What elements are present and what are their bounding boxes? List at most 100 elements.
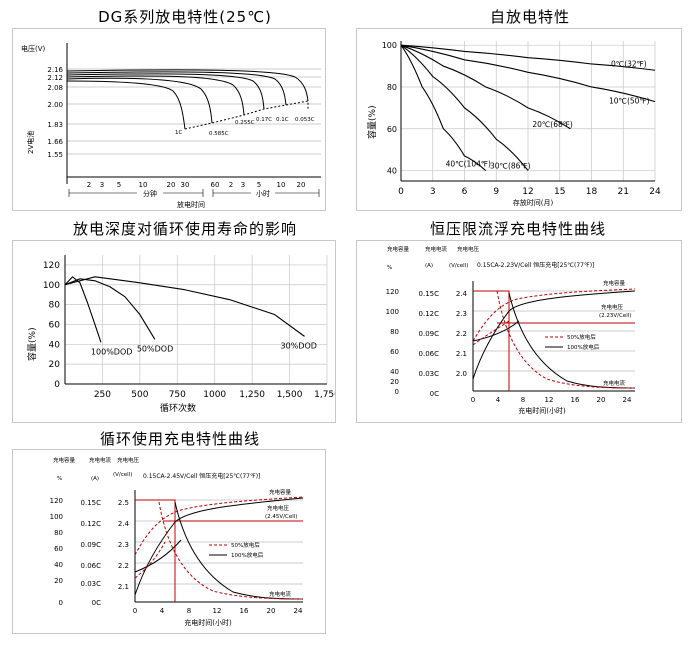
discharge-y-unit: 电压(V) <box>21 44 46 53</box>
discharge-y-label: 2V电池 <box>26 131 35 154</box>
cycle-y2-tick: 0.06C <box>81 562 102 570</box>
float-col-header: 充电电压 <box>457 245 480 253</box>
cycle-life-y-tick: 80 <box>49 301 61 311</box>
float-charge-title: 恒压限流浮充电特性曲线 <box>429 220 606 238</box>
discharge-cutoff-line <box>184 100 309 130</box>
discharge-y-tick: 2.16 <box>47 66 63 74</box>
cycle-life-x-tick: 1,500 <box>277 390 303 400</box>
cycle-legend-item: 50%放电后 <box>231 541 260 549</box>
self-discharge-y-tick: 100 <box>382 41 397 50</box>
self-discharge-y-tick: 60 <box>387 125 397 134</box>
self-discharge-x-tick: 0 <box>398 187 404 197</box>
float-charge-panel: 充电容量 充电电流 充电电压 % (A) (V/cell) 0.15CA-2.2… <box>356 240 682 423</box>
discharge-x-tick: 3 <box>241 181 245 189</box>
float-x-tick: 12 <box>545 396 554 404</box>
cycle-x-label: 充电时间(小时) <box>184 618 232 627</box>
cycle-life-panel: 120 100 80 60 40 20 0 250 500 750 1000 1,250 1,500 1… <box>12 240 336 423</box>
float-y3-tick: 2.4 <box>456 290 468 298</box>
float-unit: % <box>387 265 392 271</box>
cycle-life-x-tick: 1,750 <box>314 390 335 400</box>
float-y2-tick: 0C <box>430 390 439 398</box>
float-y2-tick: 0.06C <box>419 350 440 358</box>
float-capacity-label: 充电容量 <box>603 279 626 287</box>
cycle-y2-tick: 0.15C <box>81 499 102 507</box>
cycle-unit: (V/cell) <box>113 472 132 478</box>
float-x-label: 充电时间(小时) <box>518 406 566 415</box>
cycle-x-tick: 24 <box>294 607 303 615</box>
float-x-tick: 24 <box>623 396 632 404</box>
float-col-header: 充电容量 <box>387 245 410 253</box>
cycle-current-label: 充电电流 <box>269 590 292 598</box>
discharge-curve-label: 0.053C <box>295 117 315 123</box>
cycle-life-series-line <box>64 278 156 340</box>
float-unit: (V/cell) <box>449 263 468 269</box>
discharge-x-tick: 2 <box>87 181 91 189</box>
cycle-life-series-line <box>64 276 305 337</box>
self-discharge-x-tick: 21 <box>618 187 629 197</box>
self-discharge-y-tick: 40 <box>387 167 397 176</box>
discharge-x-group-brackets <box>68 189 320 197</box>
discharge-y-tick: 2.12 <box>47 74 63 82</box>
discharge-x-tick: 3 <box>100 181 104 189</box>
float-current-label: 充电电流 <box>603 379 626 387</box>
cycle-y1-tick: 80 <box>54 529 63 537</box>
cycle-y2-tick: 0C <box>92 599 101 607</box>
discharge-x-tick: 2 <box>229 181 233 189</box>
float-y3-tick: 2.2 <box>456 330 467 338</box>
cycle-life-chart: 120 100 80 60 40 20 0 250 500 750 1000 1,250 1,500 1… <box>26 255 335 414</box>
float-voltage-label: 充电电压 <box>601 303 624 311</box>
discharge-curve-label: 0.1C <box>276 117 289 123</box>
cycle-current-100-curve <box>174 501 304 600</box>
float-charge-chart: 充电容量 充电电流 充电电压 % (A) (V/cell) 0.15CA-2.2… <box>386 245 636 415</box>
float-y3-tick: 2.0 <box>456 370 467 378</box>
discharge-y-tick: 2.08 <box>47 84 63 92</box>
self-discharge-y-tick: 80 <box>387 83 397 92</box>
self-discharge-x-tick: 3 <box>430 187 436 197</box>
cycle-life-y-label: 容量(%) <box>26 327 38 361</box>
self-discharge-series-label: 30℃(86℉) <box>490 162 531 171</box>
cycle-y3-tick: 2.1 <box>118 583 129 591</box>
cycle-life-x-tick: 1000 <box>203 390 226 400</box>
discharge-x-tick: 10 <box>277 181 286 189</box>
cycle-y1-tick: 40 <box>54 561 63 569</box>
self-discharge-series-line <box>400 44 529 171</box>
float-current-limit-line <box>473 290 510 391</box>
cycle-life-y-tick: 120 <box>43 261 60 271</box>
cycle-charge-title: 循环使用充电特性曲线 <box>99 430 260 448</box>
float-y1-tick: 80 <box>390 328 399 336</box>
cycle-current-50-curve <box>158 501 304 600</box>
self-discharge-series-line <box>400 44 656 103</box>
cycle-life-series-label: 50%DOD <box>137 344 173 353</box>
cycle-voltage-label: 充电电压 <box>267 504 290 512</box>
cycle-life-x-tick: 750 <box>169 390 186 400</box>
float-y1-tick: 20 <box>390 378 399 386</box>
cycle-charge-panel: 充电容量 充电电流 充电电压 % (A) (V/cell) 0.15CA-2.4… <box>12 449 326 634</box>
self-discharge-y-label: 容量(%) <box>366 105 378 139</box>
float-condition: 0.15CA-2.23V/Cell 恒压充电[25℃(77℉)] <box>477 261 594 269</box>
discharge-x-tick: 60 <box>211 181 220 189</box>
cycle-x-tick: 12 <box>213 607 222 615</box>
discharge-curve-label: 1C <box>175 130 182 136</box>
float-y1-tick: 0 <box>395 388 399 396</box>
discharge-y-tick: 1.83 <box>47 121 63 129</box>
cycle-current-limit-line <box>135 499 176 602</box>
cycle-col-header: 充电容量 <box>53 456 76 464</box>
self-discharge-x-label: 存放时间(月) <box>513 198 554 207</box>
cycle-legend-item: 100%放电后 <box>231 551 264 559</box>
float-y1-tick: 120 <box>386 288 399 296</box>
cycle-life-x-tick: 250 <box>94 390 111 400</box>
cycle-y3-tick: 2.5 <box>118 499 129 507</box>
cycle-capacity-50-curve <box>134 496 304 556</box>
discharge-curve-0053c <box>66 69 309 102</box>
discharge-x-group-minutes: 分钟 <box>143 189 157 198</box>
discharge-x-label: 放电时间 <box>177 200 205 209</box>
float-y1-tick: 40 <box>390 368 399 376</box>
float-y1-tick: 60 <box>390 348 399 356</box>
float-col-header: 充电电流 <box>425 245 448 253</box>
self-discharge-series-label: 40℃(104℉) <box>446 160 491 169</box>
float-y2-tick: 0.09C <box>419 330 440 338</box>
cycle-capacity-label: 充电容量 <box>269 488 292 496</box>
discharge-curve-label: 0.255C <box>235 120 255 126</box>
self-discharge-series-label: 20℃(68℉) <box>532 120 573 129</box>
float-voltage-spec: (2.23V/Cell) <box>599 313 631 319</box>
